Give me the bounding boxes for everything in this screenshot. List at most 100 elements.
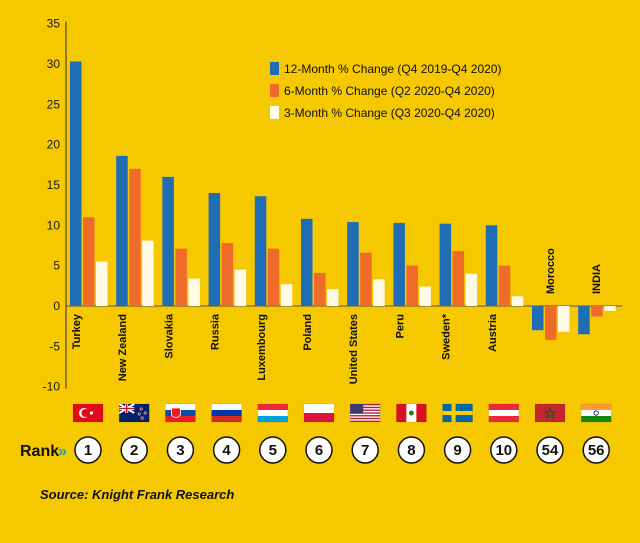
bar-1-3 <box>162 176 174 306</box>
bar-2-9 <box>452 251 465 306</box>
source-note: Source: Knight Frank Research <box>40 487 234 502</box>
rank-number: 56 <box>588 442 605 459</box>
bar-2-8 <box>406 265 418 306</box>
rank-badge <box>490 436 518 464</box>
rank-badge <box>212 436 241 464</box>
category-label: Poland <box>302 314 314 351</box>
rank-number: 10 <box>495 442 512 459</box>
category-label: Turkey <box>71 313 83 349</box>
bar-3-11 <box>558 306 570 332</box>
category-label: Slovakia <box>163 313 175 359</box>
y-tick-label: 30 <box>47 57 61 71</box>
bar-2-4 <box>221 243 234 306</box>
bar-3-1 <box>96 261 108 306</box>
russia-flag-icon <box>211 403 242 423</box>
bar-2-10 <box>498 265 511 306</box>
legend-label-3: 3-Month % Change (Q3 2020-Q4 2020) <box>284 106 495 120</box>
rank-number: 9 <box>453 442 461 459</box>
bar-1-1 <box>70 61 82 306</box>
bar-3-10 <box>511 296 524 306</box>
peru-flag-icon <box>396 403 427 423</box>
legend-swatch-1 <box>270 62 279 75</box>
rank-badge <box>305 436 333 464</box>
y-tick-label: 20 <box>47 138 61 152</box>
legend-swatch-3 <box>270 106 279 119</box>
morocco-flag-icon <box>534 403 566 423</box>
rank-arrow-icon: » <box>58 443 67 460</box>
poland-flag-icon <box>303 403 335 423</box>
rank-badge <box>74 436 102 464</box>
bar-1-2 <box>116 155 128 306</box>
austria-flag-icon <box>488 403 520 423</box>
bar-1-4 <box>208 193 221 306</box>
rank-badge <box>582 436 610 464</box>
bar-1-5 <box>254 196 267 306</box>
legend-label-2: 6-Month % Change (Q2 2020-Q4 2020) <box>284 84 495 98</box>
rank-number: 3 <box>176 442 184 459</box>
bar-3-7 <box>373 279 385 306</box>
category-label: United States <box>348 314 360 384</box>
india-flag-icon <box>580 403 612 423</box>
category-label: Peru <box>394 314 406 338</box>
category-label: INDIA <box>591 264 603 294</box>
rank-number: 7 <box>361 442 369 459</box>
bar-2-1 <box>83 217 95 306</box>
bar-3-6 <box>327 289 339 306</box>
category-label: Austria <box>487 313 499 352</box>
bar-2-3 <box>175 248 187 306</box>
rank-number: 6 <box>315 442 323 459</box>
rank-label: Rank <box>20 443 59 460</box>
bar-3-4 <box>234 269 247 306</box>
united-states-flag-icon <box>349 403 381 423</box>
bar-1-7 <box>347 222 359 306</box>
bar-3-12 <box>604 306 616 311</box>
bar-1-9 <box>439 223 452 306</box>
category-label: Sweden* <box>441 313 453 360</box>
bar-2-5 <box>267 248 280 306</box>
rank-number: 5 <box>269 442 277 459</box>
y-tick-label: -10 <box>43 380 61 394</box>
bar-2-11 <box>545 306 557 340</box>
turkey-flag-icon <box>72 403 104 423</box>
y-tick-label: 25 <box>47 97 61 111</box>
y-tick-label: 0 <box>53 299 60 313</box>
rank-badge <box>351 436 379 464</box>
bar-2-6 <box>314 272 326 306</box>
bar-1-6 <box>301 218 313 306</box>
bar-2-7 <box>360 252 372 306</box>
bar-1-10 <box>485 225 498 306</box>
rank-number: 54 <box>542 442 559 459</box>
legend-swatch-2 <box>270 84 279 97</box>
legend-label-1: 12-Month % Change (Q4 2019-Q4 2020) <box>284 62 501 76</box>
rank-badge <box>166 436 195 464</box>
y-tick-label: 15 <box>47 178 61 192</box>
rank-number: 4 <box>222 442 231 459</box>
y-tick-label: 10 <box>47 218 61 232</box>
sweden-flag-icon <box>442 403 473 423</box>
bar-3-8 <box>419 286 431 306</box>
rank-number: 1 <box>84 442 92 459</box>
slovakia-flag-icon <box>165 403 196 423</box>
rank-badge <box>120 436 148 464</box>
rank-number: 8 <box>407 442 415 459</box>
bar-3-3 <box>188 278 200 306</box>
bar-1-11 <box>532 306 544 331</box>
bar-1-8 <box>393 222 405 306</box>
bar-2-12 <box>591 306 603 317</box>
category-label: Russia <box>210 313 222 350</box>
category-label: Morocco <box>545 248 557 294</box>
category-label: Luxembourg <box>256 314 268 381</box>
y-tick-label: 35 <box>47 17 61 31</box>
category-label: New Zealand <box>117 314 129 381</box>
rank-badge <box>259 436 287 464</box>
bar-3-9 <box>465 273 478 306</box>
y-tick-label: -5 <box>49 339 60 353</box>
luxembourg-flag-icon <box>257 403 289 423</box>
rank-badge <box>536 436 564 464</box>
bar-1-12 <box>578 306 590 335</box>
rank-badge <box>443 436 472 464</box>
y-tick-label: 5 <box>53 259 60 273</box>
rank-badge <box>397 436 426 464</box>
new-zealand-flag-icon <box>118 403 150 423</box>
bar-3-2 <box>142 240 154 306</box>
